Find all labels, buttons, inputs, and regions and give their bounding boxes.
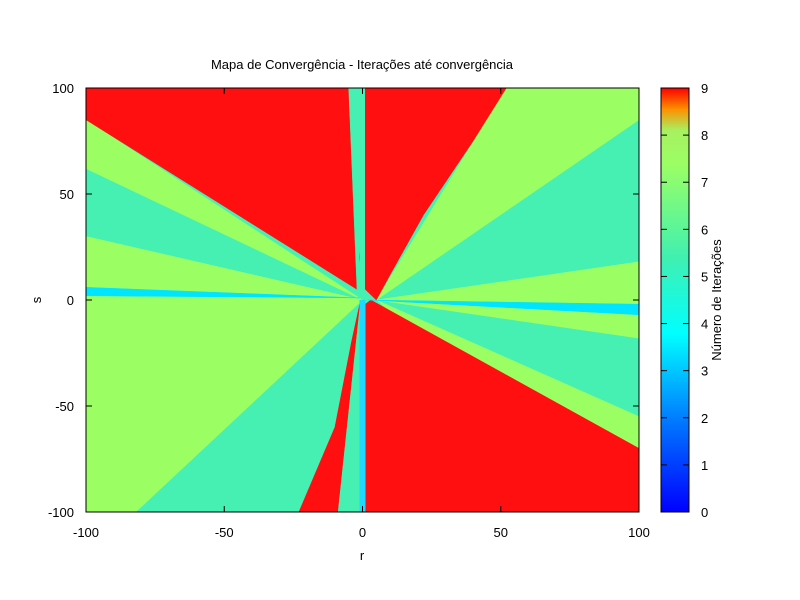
colorbar-tick-label: 7 <box>701 175 708 190</box>
colorbar-tick-label: 6 <box>701 222 708 237</box>
colorbar-tick-label: 0 <box>701 505 708 520</box>
colorbar-tick-label: 3 <box>701 364 708 379</box>
colorbar <box>660 87 690 513</box>
heatmap-region-9 <box>359 299 366 512</box>
colorbar-tick-label: 4 <box>701 317 708 332</box>
y-tick-label: -50 <box>55 399 74 414</box>
x-tick-label: 50 <box>494 525 508 540</box>
y-tick-label: 0 <box>67 293 74 308</box>
heatmap-region-7 <box>86 287 360 299</box>
heatmap-region-5 <box>365 299 639 512</box>
x-tick-label: -100 <box>73 525 99 540</box>
colorbar-ticks: 0 1 2 3 4 5 6 7 8 9 <box>661 81 708 520</box>
colorbar-tick-label: 2 <box>701 411 708 426</box>
y-tick-label: -100 <box>48 505 74 520</box>
heatmap-layer <box>86 88 639 512</box>
x-tick-label: -50 <box>215 525 234 540</box>
heatmap-region-1 <box>86 119 363 512</box>
colorbar-label: Número de Iterações <box>709 239 724 361</box>
y-tick-label: 50 <box>60 187 74 202</box>
heatmap-region-6 <box>298 304 360 512</box>
heatmap-region-4 <box>365 88 507 301</box>
colorbar-tick-label: 9 <box>701 81 708 96</box>
colorbar-tick-label: 5 <box>701 269 708 284</box>
x-axis-ticks: -100 -50 0 50 100 <box>73 88 650 540</box>
y-tick-label: 100 <box>52 81 74 96</box>
x-axis-label: r <box>360 548 365 563</box>
x-tick-label: 0 <box>359 525 366 540</box>
colorbar-tick-label: 1 <box>701 458 708 473</box>
y-axis-ticks: -100 -50 0 50 100 <box>48 81 639 520</box>
chart-title: Mapa de Convergência - Iterações até con… <box>211 57 514 72</box>
colorbar-tick-label: 8 <box>701 128 708 143</box>
heatmap-region-8 <box>367 299 639 316</box>
x-tick-label: 100 <box>628 525 650 540</box>
heatmap-region-10 <box>348 88 360 290</box>
y-axis-label: s <box>29 296 44 303</box>
